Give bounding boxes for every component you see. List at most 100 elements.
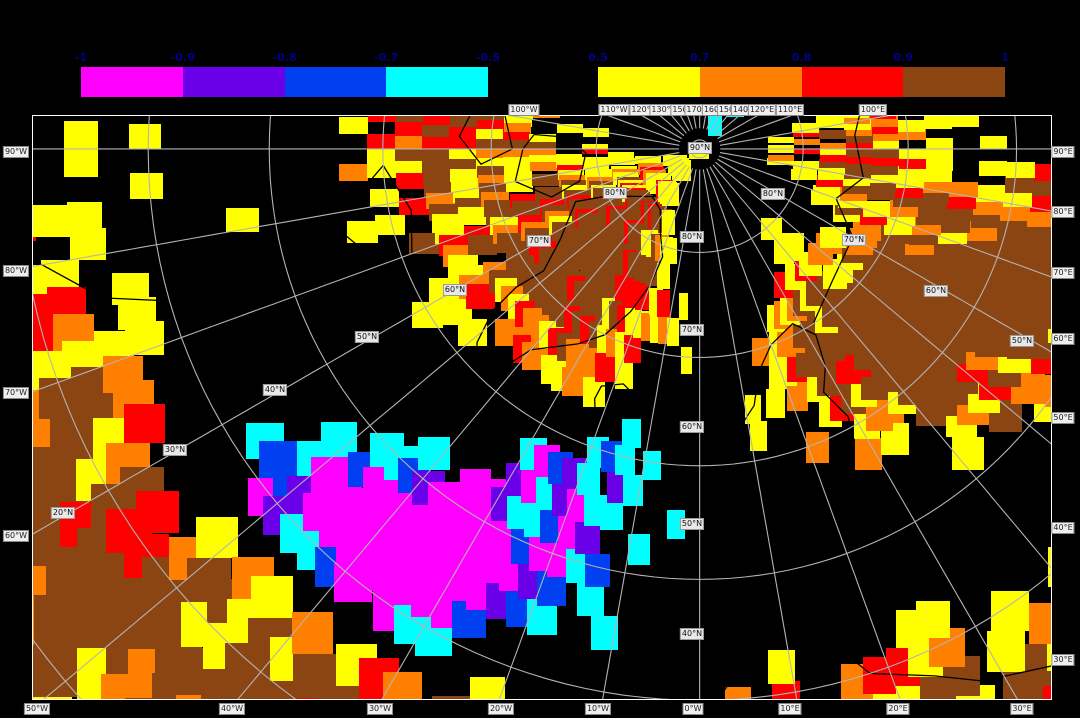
heatmap-cell bbox=[845, 161, 873, 172]
heatmap-cell bbox=[871, 123, 899, 134]
heatmap-cell bbox=[870, 116, 898, 127]
heatmap-cell bbox=[1028, 602, 1051, 644]
latitude-label: 60°N bbox=[923, 285, 949, 297]
heatmap-cell bbox=[846, 149, 873, 157]
colorbar-tick-label: 0.5 bbox=[588, 51, 608, 64]
heatmap-cell bbox=[665, 237, 677, 265]
axis-label-left: 70°W bbox=[2, 387, 30, 399]
heatmap-cell bbox=[529, 141, 556, 149]
colorbar-tick-label: -1 bbox=[74, 51, 88, 64]
heatmap-cell bbox=[794, 149, 821, 155]
graticule-line bbox=[717, 158, 1051, 353]
heatmap-cell bbox=[504, 116, 532, 127]
axis-label-top: 100°W bbox=[508, 104, 540, 116]
heatmap-cell bbox=[581, 149, 608, 155]
graticule-line bbox=[237, 164, 687, 699]
colorbar-tick-label: -0.9 bbox=[170, 51, 195, 64]
heatmap-cell bbox=[339, 117, 369, 135]
heatmap-cell bbox=[724, 687, 751, 699]
heatmap-cell bbox=[533, 116, 561, 118]
heatmap-cell bbox=[347, 221, 379, 243]
colorbar-tick-label: 1 bbox=[1001, 51, 1009, 64]
heatmap-cell bbox=[423, 171, 452, 186]
heatmap-cell bbox=[1033, 163, 1051, 181]
latitude-label: 60°N bbox=[679, 421, 705, 433]
heatmap-cell bbox=[818, 164, 846, 175]
heatmap-cell bbox=[511, 200, 540, 217]
heatmap-cell bbox=[195, 516, 239, 559]
heatmap-cell bbox=[556, 123, 584, 134]
heatmap-cell bbox=[925, 158, 953, 171]
heatmap-cell bbox=[820, 142, 847, 149]
axis-label-left: 80°W bbox=[2, 265, 30, 277]
heatmap-cell bbox=[382, 671, 423, 699]
heatmap-cell bbox=[614, 445, 635, 476]
colorbar-tick-label: -0.5 bbox=[475, 51, 501, 64]
positive-correlation-colorbar bbox=[598, 67, 1005, 97]
axis-label-bottom: 40°W bbox=[218, 703, 246, 715]
graticule-line bbox=[706, 168, 901, 699]
heatmap-cell bbox=[368, 116, 398, 123]
heatmap-cell bbox=[130, 172, 164, 199]
colorbar-segment bbox=[182, 67, 285, 97]
heatmap-cell bbox=[129, 124, 162, 149]
heatmap-cell bbox=[502, 156, 530, 167]
colorbar-segment bbox=[801, 67, 904, 97]
heatmap-cell bbox=[366, 134, 395, 149]
graticule-line bbox=[715, 161, 1051, 445]
coastline bbox=[726, 322, 855, 502]
heatmap-cell bbox=[33, 204, 70, 237]
heatmap-cell bbox=[855, 438, 883, 471]
coastline bbox=[514, 133, 587, 198]
heatmap-cell bbox=[476, 129, 504, 141]
graticule-line bbox=[680, 116, 690, 132]
heatmap-cell bbox=[868, 116, 897, 120]
axis-label-left: 60°W bbox=[2, 530, 30, 542]
latitude-label: 90°N bbox=[687, 142, 713, 154]
heatmap-cell bbox=[624, 335, 642, 364]
graticule-line bbox=[509, 116, 680, 146]
heatmap-cell bbox=[897, 166, 926, 179]
heatmap-cell bbox=[423, 116, 452, 128]
latitude-label: 80°N bbox=[679, 231, 705, 243]
colorbar-tick-label: -0.7 bbox=[374, 51, 399, 64]
graticule-line bbox=[602, 169, 697, 699]
colorbar-tick-label: -0.8 bbox=[272, 51, 297, 64]
heatmap-cell bbox=[1047, 628, 1051, 671]
graticule-line bbox=[33, 293, 297, 699]
heatmap-cell bbox=[744, 394, 762, 424]
heatmap-cell bbox=[766, 389, 785, 419]
graticule-line bbox=[712, 164, 1051, 569]
heatmap-cell bbox=[643, 450, 661, 481]
heatmap-cell bbox=[666, 509, 686, 540]
heatmap-cell bbox=[897, 119, 926, 132]
heatmap-cell bbox=[584, 554, 611, 588]
heatmap-cell bbox=[599, 498, 623, 531]
axis-label-bottom: 20°E bbox=[886, 703, 910, 715]
heatmap-cell bbox=[64, 121, 98, 149]
latitude-label: 40°N bbox=[262, 384, 288, 396]
heatmap-cell bbox=[634, 156, 661, 164]
heatmap-cell bbox=[898, 129, 926, 141]
heatmap-cell bbox=[556, 159, 583, 168]
latitude-label: 50°N bbox=[679, 518, 705, 530]
heatmap-cell bbox=[529, 134, 556, 143]
heatmap-cell bbox=[793, 138, 821, 145]
graticule-line bbox=[719, 116, 890, 146]
axis-label-top: 100°E bbox=[858, 104, 888, 116]
colorbar-segment bbox=[284, 67, 387, 97]
graticule-line bbox=[33, 151, 680, 268]
colorbar-segment bbox=[699, 67, 802, 97]
heatmap-cell bbox=[986, 631, 1026, 672]
heatmap-cell bbox=[250, 575, 294, 619]
heatmap-cell bbox=[816, 116, 844, 124]
heatmap-cell bbox=[621, 418, 641, 449]
heatmap-cell bbox=[708, 116, 722, 136]
axis-label-bottom: 30°W bbox=[366, 703, 394, 715]
heatmap-cell bbox=[468, 235, 498, 256]
heatmap-cell bbox=[395, 116, 425, 125]
heatmap-cell bbox=[844, 168, 872, 179]
heatmap-cell bbox=[872, 149, 900, 158]
graticule-line bbox=[709, 166, 1018, 699]
axis-label-right: 50°E bbox=[1051, 412, 1075, 424]
